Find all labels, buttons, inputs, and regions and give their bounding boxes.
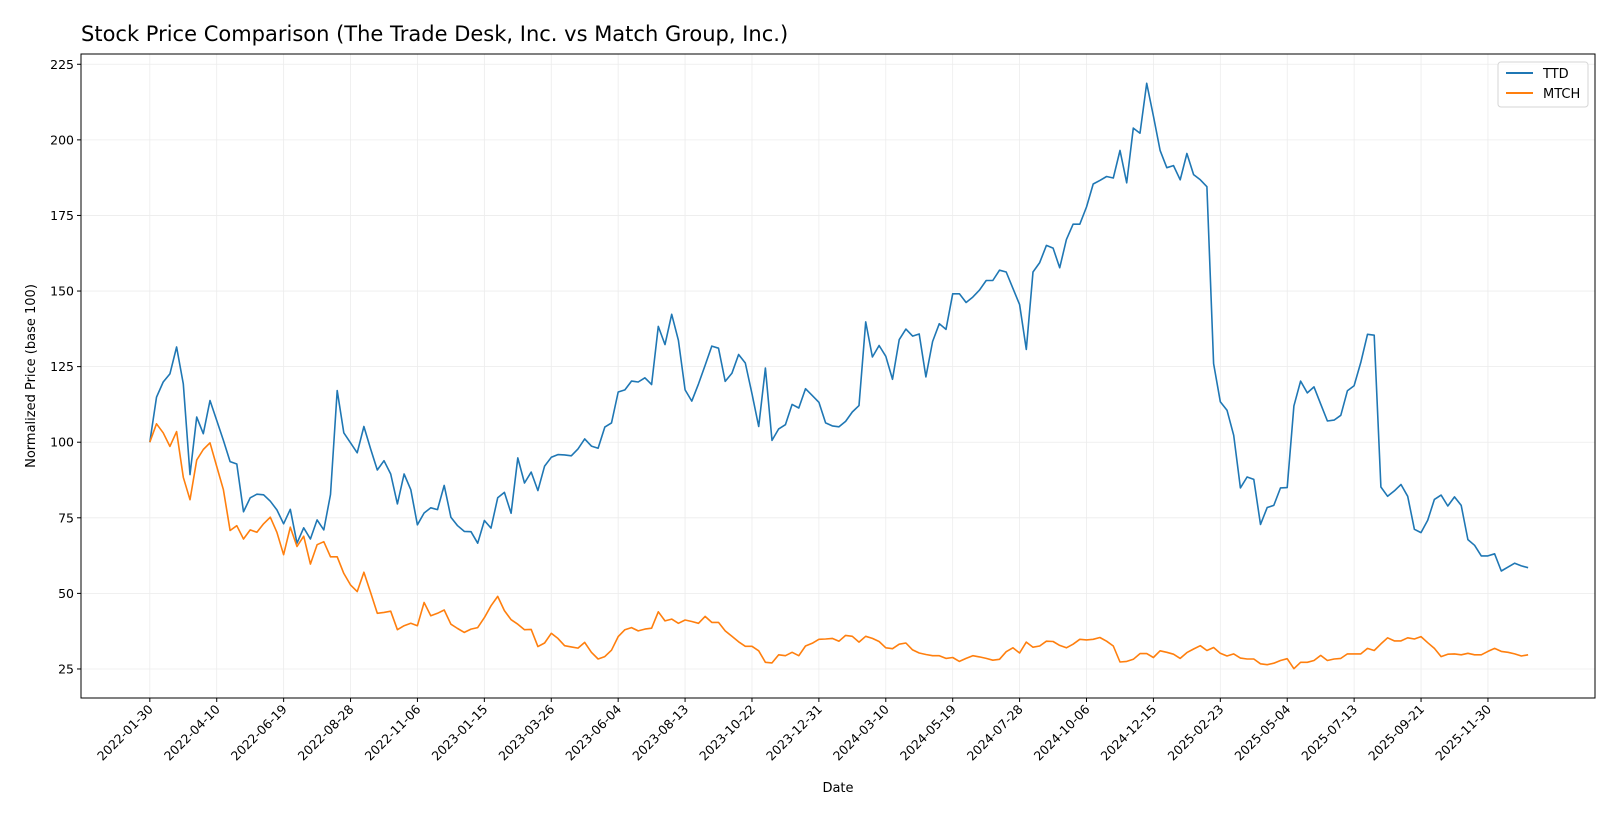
x-tick-label: 2024-03-10 (830, 701, 892, 763)
legend-label-ttd: TTD (1542, 67, 1569, 82)
y-tick-label: 225 (50, 57, 74, 72)
y-tick-label: 75 (58, 510, 74, 525)
y-tick-label: 175 (50, 208, 74, 223)
series-lines (149, 82, 1529, 670)
y-tick-label: 125 (50, 359, 74, 374)
x-tick-label: 2024-12-15 (1098, 702, 1160, 764)
plot-frame (80, 53, 1596, 699)
y-tick-label: 200 (50, 132, 74, 147)
grid (81, 54, 1595, 698)
x-tick-label: 2024-10-06 (1031, 701, 1093, 763)
x-tick-label: 2023-12-31 (763, 702, 825, 764)
y-tick-label: 100 (50, 435, 74, 450)
series-line-mtch (149, 422, 1529, 670)
y-tick-label: 150 (50, 284, 74, 299)
x-tick-label: 2022-01-30 (94, 701, 156, 763)
y-tick-label: 50 (58, 586, 74, 601)
x-tick-label: 2023-10-22 (696, 702, 758, 764)
x-tick-label: 2025-02-23 (1164, 702, 1226, 764)
x-tick-label: 2023-08-13 (629, 702, 691, 764)
x-axis: 2022-01-30 2022-04-10 2022-06-19 2022-08-28… (94, 698, 1494, 763)
x-tick-label: 2024-05-19 (897, 701, 959, 763)
x-tick-label: 2022-04-10 (161, 701, 223, 763)
y-tick-label: 25 (58, 661, 74, 676)
x-tick-label: 2023-06-04 (562, 701, 624, 763)
y-axis: 25 50 75 100 125 150 175 200 225 (50, 57, 81, 676)
x-tick-label: 2023-03-26 (495, 701, 557, 763)
x-tick-label: 2025-11-30 (1432, 701, 1494, 763)
x-tick-label: 2023-01-15 (428, 702, 490, 764)
x-tick-label: 2025-09-21 (1365, 702, 1427, 764)
chart-title: Stock Price Comparison (The Trade Desk, … (81, 22, 788, 46)
series-line-ttd (149, 82, 1529, 572)
x-tick-label: 2022-11-06 (362, 701, 424, 763)
x-axis-label: Date (822, 781, 853, 796)
x-tick-label: 2024-07-28 (964, 701, 1026, 763)
x-tick-label: 2022-06-19 (228, 701, 290, 763)
x-tick-label: 2022-08-28 (295, 701, 357, 763)
x-tick-label: 2025-07-13 (1298, 702, 1360, 764)
x-tick-label: 2025-05-04 (1231, 701, 1293, 763)
legend: TTD MTCH (1497, 61, 1589, 108)
y-axis-label: Normalized Price (base 100) (24, 284, 39, 468)
legend-label-mtch: MTCH (1543, 87, 1580, 102)
